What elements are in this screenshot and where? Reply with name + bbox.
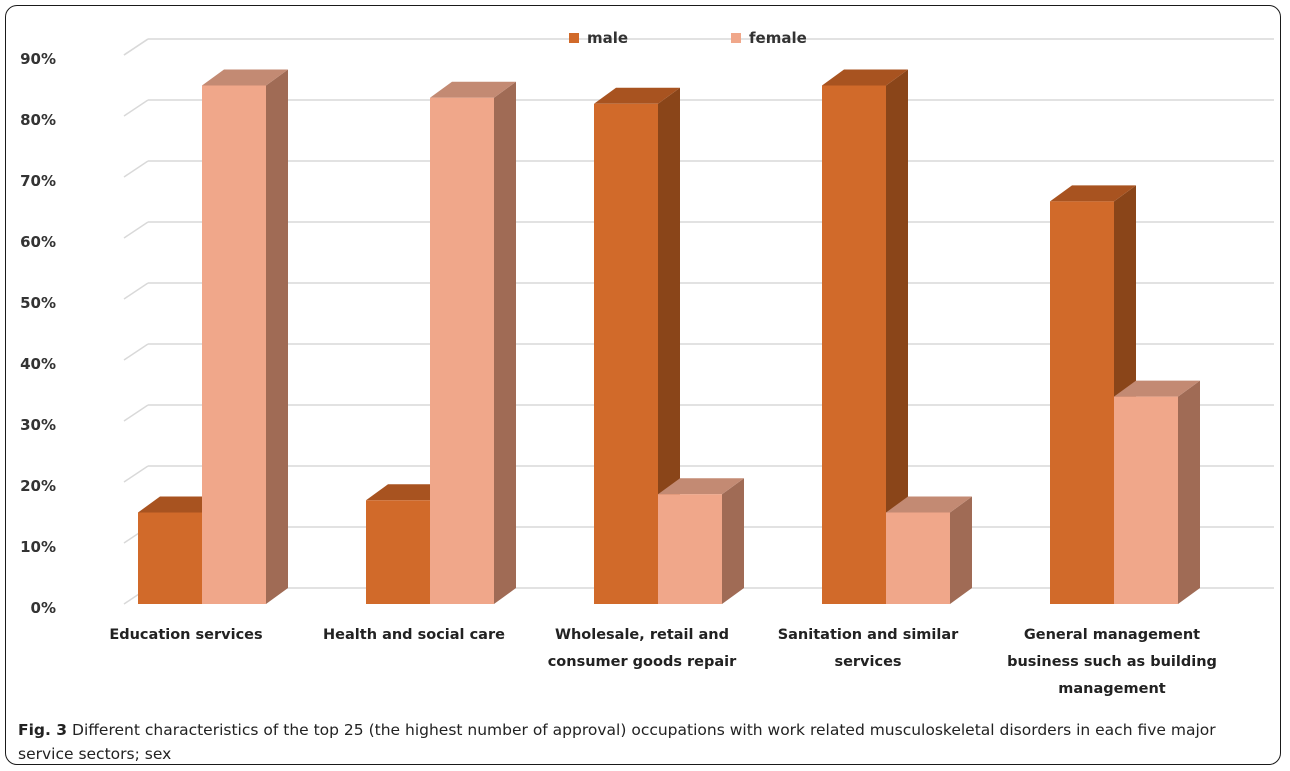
bar-female xyxy=(202,85,266,604)
grid-diagonal xyxy=(123,404,149,422)
y-tick-label: 70% xyxy=(20,172,56,190)
bar-chart: 0% 10% 20% 30% 40% 50% 60% 70% 80% 90% Education … xyxy=(20,29,1274,697)
bar-side-female xyxy=(266,69,288,604)
legend: male female xyxy=(569,29,807,47)
grid-diagonal xyxy=(123,343,149,361)
bar-male xyxy=(138,512,202,604)
y-tick-label: 80% xyxy=(20,111,56,129)
bar-side-female xyxy=(1178,380,1200,604)
bar-top-female xyxy=(430,81,516,98)
y-tick-label: 90% xyxy=(20,50,56,68)
bars xyxy=(138,69,1200,605)
bar-top-male xyxy=(1050,185,1136,202)
caption-label: Fig. 3 xyxy=(18,721,68,739)
grid-diagonal xyxy=(123,282,149,300)
grid-diagonal xyxy=(123,160,149,178)
bar-side-female xyxy=(494,81,516,604)
bar-female xyxy=(658,494,722,604)
y-tick-label: 40% xyxy=(20,355,56,373)
y-tick-label: 60% xyxy=(20,233,56,251)
legend-label-male: male xyxy=(587,29,628,47)
figure-frame: 0% 10% 20% 30% 40% 50% 60% 70% 80% 90% Education … xyxy=(5,5,1281,765)
bar-male xyxy=(822,85,886,604)
figure-caption: Fig. 3 Different characteristics of the … xyxy=(18,718,1268,764)
legend-swatch-female xyxy=(731,33,741,43)
legend-label-female: female xyxy=(749,29,807,47)
bar-male xyxy=(1050,201,1114,604)
bar-top-female xyxy=(886,496,972,513)
category-label: Sanitation and similar services xyxy=(778,627,959,670)
bar-side-male xyxy=(886,69,908,604)
y-tick-label: 50% xyxy=(20,294,56,312)
bar-top-male xyxy=(822,69,908,86)
y-tick-label: 30% xyxy=(20,416,56,434)
bar-top-female xyxy=(658,478,744,495)
category-label: General management business such as build… xyxy=(1007,627,1217,697)
bar-female xyxy=(1114,396,1178,604)
bar-side-female xyxy=(722,478,744,604)
bar-male xyxy=(594,103,658,605)
bar-female xyxy=(886,512,950,604)
y-tick-label: 10% xyxy=(20,538,56,556)
category-label: Education services xyxy=(109,627,262,643)
grid-diagonal xyxy=(123,38,149,56)
bar-female xyxy=(430,97,494,604)
caption-text: Different characteristics of the top 25 … xyxy=(18,721,1216,763)
grid-diagonal xyxy=(123,221,149,239)
grid-diagonal xyxy=(123,99,149,117)
bar-top-female xyxy=(202,69,288,86)
grid-diagonal xyxy=(123,465,149,483)
bar-side-female xyxy=(950,496,972,604)
y-tick-label: 20% xyxy=(20,477,56,495)
bar-side-male xyxy=(658,87,680,605)
category-label: Health and social care xyxy=(323,627,505,643)
legend-swatch-male xyxy=(569,33,579,43)
bar-male xyxy=(366,500,430,604)
category-label: Wholesale, retail and consumer goods repa… xyxy=(548,627,737,670)
bar-top-male xyxy=(594,87,680,104)
y-tick-label: 0% xyxy=(31,599,56,617)
y-axis-ticks: 0% 10% 20% 30% 40% 50% 60% 70% 80% 90% xyxy=(20,50,56,617)
x-axis-categories: Education services Health and social care… xyxy=(109,627,1217,697)
bar-top-female xyxy=(1114,380,1200,397)
